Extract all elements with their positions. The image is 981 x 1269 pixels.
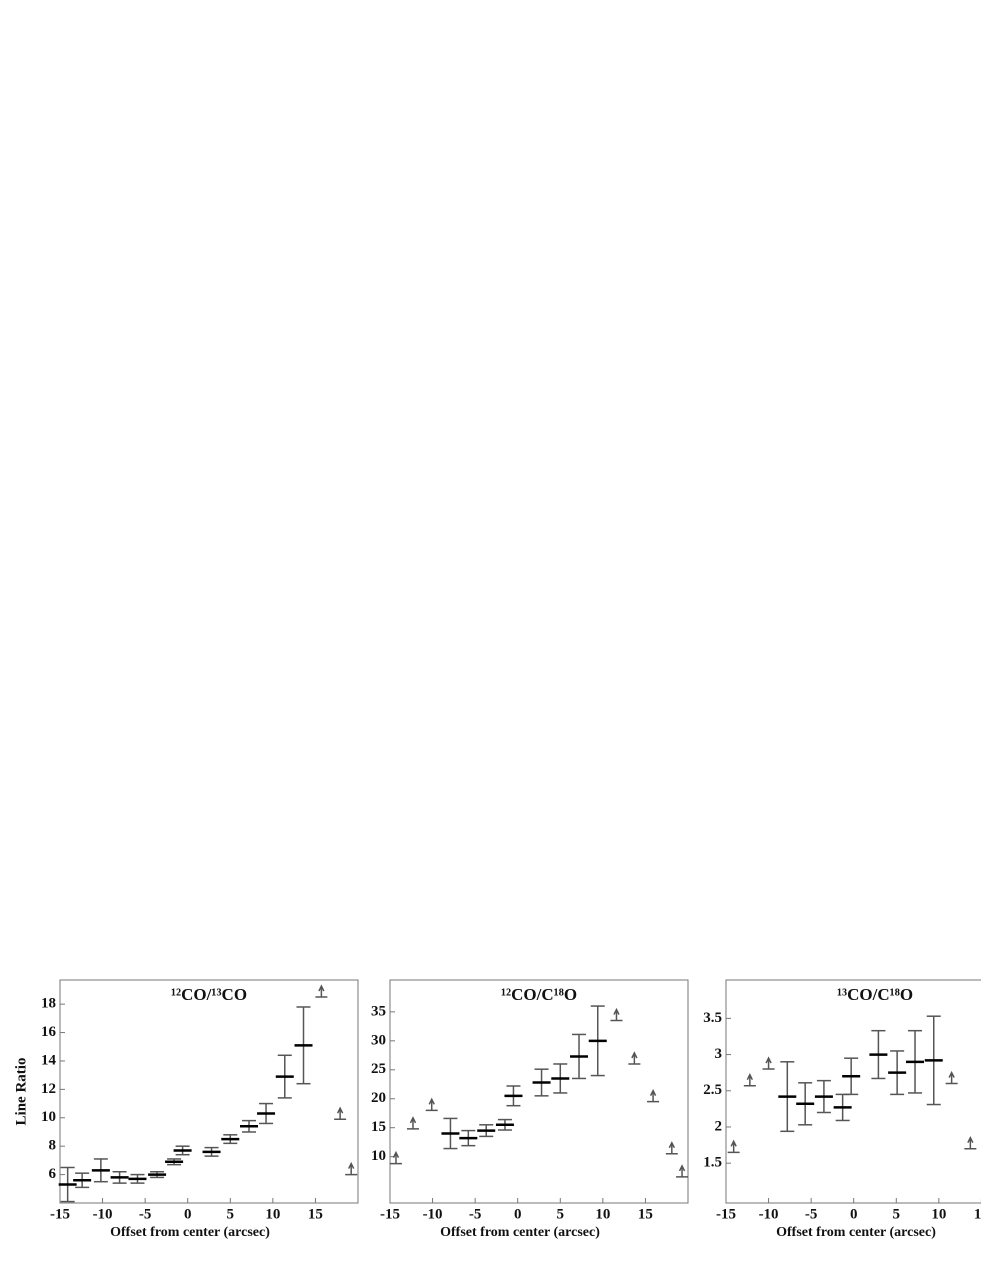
lower-limit [743, 1073, 756, 1087]
lower-limit [406, 1116, 419, 1130]
lower-limit [945, 1070, 958, 1085]
x-tick-label: -10 [759, 1206, 779, 1222]
x-tick-label: 15 [308, 1206, 323, 1222]
error-bar [588, 1005, 607, 1077]
error-bar [91, 1158, 110, 1183]
lower-limit [647, 1088, 660, 1103]
error-bar [110, 1171, 129, 1184]
x-tick-label: -15 [50, 1206, 70, 1222]
y-tick-label: 20 [371, 1090, 386, 1106]
y-tick-label: 25 [371, 1061, 386, 1077]
error-bar [441, 1117, 460, 1150]
error-bar [570, 1033, 589, 1080]
error-bar [58, 1166, 77, 1203]
y-tick-label: 30 [371, 1032, 386, 1048]
error-bar [459, 1129, 478, 1147]
plot-frame [389, 979, 689, 1204]
x-tick-label: -15 [380, 1206, 400, 1222]
error-bar [165, 1158, 184, 1166]
y-tick-label: 10 [41, 1109, 56, 1125]
lower-limit [425, 1097, 438, 1112]
y-tick-label: 2.5 [703, 1082, 722, 1098]
chart-title: ¹²CO/C¹⁸O [501, 985, 577, 1004]
lower-limit [628, 1051, 641, 1065]
lower-limit [727, 1139, 740, 1154]
error-bar [796, 1082, 815, 1126]
x-tick-label: -10 [423, 1206, 443, 1222]
error-bar [477, 1124, 496, 1138]
x-tick-label: 5 [227, 1206, 235, 1222]
error-bar [814, 1079, 833, 1114]
x-tick-label: 10 [595, 1206, 610, 1222]
y-tick-label: 15 [371, 1119, 386, 1135]
x-tick-label: 0 [184, 1206, 192, 1222]
y-tick-label: 12 [41, 1081, 56, 1097]
lower-limit [676, 1164, 689, 1178]
y-tick-label: 1.5 [703, 1155, 722, 1171]
error-bar [148, 1171, 167, 1179]
y-tick-label: 8 [49, 1138, 57, 1154]
lower-limit [315, 984, 328, 998]
error-bar [221, 1134, 240, 1145]
error-bar [551, 1063, 570, 1094]
plot-frame [59, 979, 359, 1204]
lower-limit [610, 1007, 623, 1022]
y-tick-label: 6 [49, 1166, 57, 1182]
plot-frame [725, 979, 981, 1204]
x-tick-label: 0 [514, 1206, 522, 1222]
error-bar [778, 1061, 797, 1133]
error-bar [924, 1015, 943, 1106]
x-axis-label: Offset from center (arcsec) [440, 1225, 600, 1240]
error-bar [294, 1006, 313, 1085]
x-tick-label: 15 [974, 1206, 981, 1222]
x-tick-label: -5 [469, 1206, 482, 1222]
x-tick-label: 10 [265, 1206, 280, 1222]
x-tick-label: 5 [557, 1206, 565, 1222]
lower-limit [345, 1161, 358, 1176]
lower-limit [964, 1136, 977, 1150]
y-tick-label: 16 [41, 1024, 57, 1040]
lower-limit [762, 1056, 775, 1070]
y-tick-label: 2 [715, 1118, 723, 1134]
error-bar [842, 1057, 861, 1096]
y-axis-label: Line Ratio [13, 1058, 29, 1126]
error-bar [906, 1029, 925, 1094]
y-tick-label: 18 [41, 996, 56, 1012]
x-tick-label: 0 [850, 1206, 858, 1222]
y-tick-label: 14 [41, 1052, 57, 1068]
error-bar [202, 1146, 221, 1157]
error-bar [240, 1119, 259, 1133]
x-tick-label: -10 [93, 1206, 113, 1222]
error-bar [869, 1029, 888, 1080]
x-axis-label: Offset from center (arcsec) [776, 1225, 936, 1240]
chart-title: ¹³CO/C¹⁸O [837, 985, 913, 1004]
error-bar [504, 1085, 523, 1107]
x-tick-label: 5 [893, 1206, 901, 1222]
error-bar [275, 1054, 294, 1099]
error-bar [888, 1050, 907, 1096]
x-axis-label: Offset from center (arcsec) [110, 1225, 270, 1240]
error-bar [257, 1102, 276, 1125]
error-bar [532, 1068, 551, 1097]
x-tick-label: -5 [805, 1206, 818, 1222]
x-tick-label: 10 [931, 1206, 946, 1222]
error-bar [173, 1145, 192, 1156]
y-tick-label: 3 [715, 1046, 723, 1062]
error-bar [833, 1093, 852, 1122]
y-tick-label: 3.5 [703, 1010, 722, 1026]
y-tick-label: 35 [371, 1003, 386, 1019]
y-tick-label: 10 [371, 1148, 386, 1164]
x-tick-label: -5 [139, 1206, 152, 1222]
error-bar [128, 1173, 147, 1184]
error-bar [495, 1118, 514, 1131]
lower-limit [334, 1106, 347, 1120]
chart-title: ¹²CO/¹³CO [171, 985, 247, 1004]
x-tick-label: -15 [716, 1206, 736, 1222]
x-tick-label: 15 [638, 1206, 653, 1222]
error-bar [73, 1172, 92, 1189]
lower-limit [389, 1150, 402, 1165]
lower-limit [665, 1141, 678, 1155]
